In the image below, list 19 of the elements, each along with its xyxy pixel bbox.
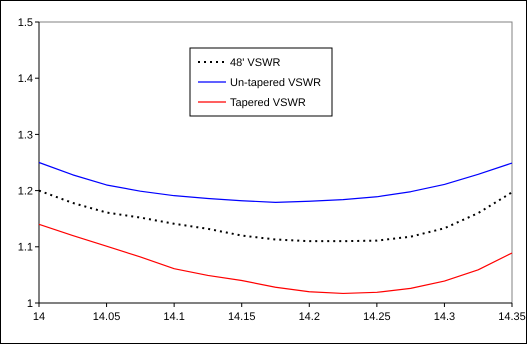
x-tick-label: 14.35	[498, 311, 526, 323]
y-tick-label: 1.1	[18, 242, 33, 254]
legend-label: 48' VSWR	[230, 56, 280, 69]
y-tick-label: 1	[26, 298, 33, 310]
x-tick-label: 14.3	[434, 311, 456, 323]
y-tick-label: 1.2	[18, 185, 33, 198]
x-tick-label: 14	[32, 311, 46, 323]
line-series	[38, 224, 513, 294]
x-tick-label: 14.1	[163, 311, 185, 323]
legend-label: Un-tapered VSWR	[230, 76, 322, 89]
y-tick-label: 1.5	[18, 16, 33, 29]
x-tick-label: 14.05	[92, 311, 120, 323]
x-tick-label: 14.15	[228, 311, 256, 323]
legend-label: Tapered VSWR	[230, 96, 306, 109]
y-tick-label: 1.3	[18, 129, 33, 142]
x-tick-label: 14.25	[363, 311, 391, 323]
line-series	[38, 162, 513, 203]
x-tick-label: 14.2	[298, 311, 320, 323]
y-tick-label: 1.4	[18, 73, 33, 86]
